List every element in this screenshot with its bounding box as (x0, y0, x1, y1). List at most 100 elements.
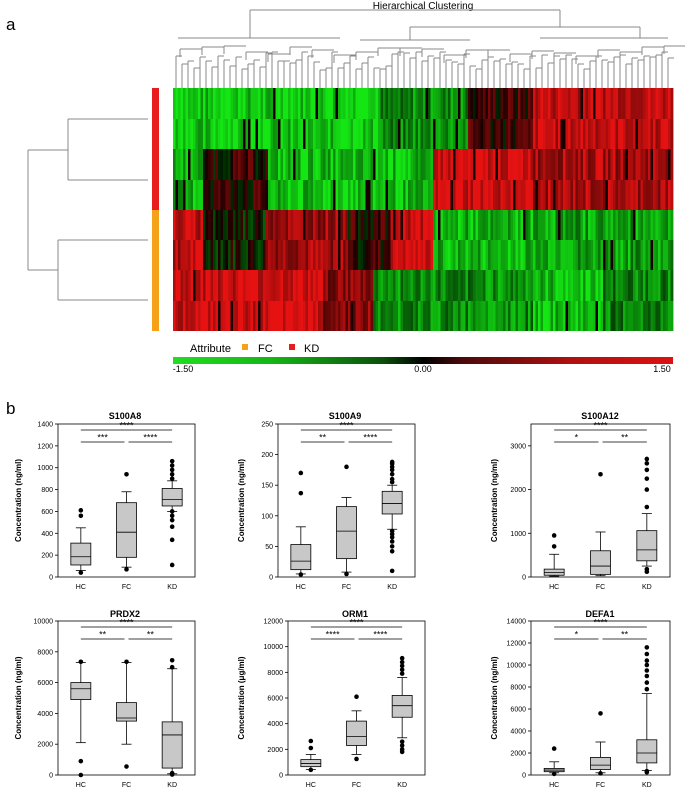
heatmap-cell (223, 119, 226, 149)
heatmap-cell (645, 119, 649, 149)
heatmap-cell (180, 270, 184, 301)
heatmap-cell (373, 301, 376, 331)
heatmap-cell (445, 270, 449, 301)
heatmap-cell (518, 149, 521, 180)
heatmap-cell (665, 180, 669, 210)
heatmap-cell (430, 210, 434, 240)
heatmap-cell (475, 180, 479, 210)
y-axis-label: Concentration (ng/ml) (490, 459, 499, 542)
heatmap-cell (508, 119, 511, 149)
heatmap-cell (360, 180, 364, 210)
heatmap-cell (540, 210, 544, 240)
heatmap-cell (453, 210, 456, 240)
heatmap-cell (298, 180, 301, 210)
heatmap-cell (388, 180, 391, 210)
heatmap-cell (445, 240, 449, 270)
heatmap-cell (218, 119, 221, 149)
heatmap-cell (478, 240, 481, 270)
heatmap-cell (205, 301, 209, 331)
heatmap-cell (410, 149, 414, 180)
heatmap-cell (490, 270, 494, 301)
heatmap-cell (590, 119, 594, 149)
heatmap-cell (263, 180, 266, 210)
heatmap-cell (553, 240, 556, 270)
heatmap-cell (298, 210, 301, 240)
heatmap-cell (580, 301, 584, 331)
outlier-point (644, 504, 650, 510)
heatmap-cell (498, 88, 501, 119)
heatmap-cell (460, 210, 464, 240)
heatmap-cell (418, 270, 421, 301)
heatmap-cell (200, 240, 204, 270)
heatmap-cell (255, 149, 259, 180)
heatmap-cell (580, 88, 584, 119)
heatmap-cell (183, 270, 186, 301)
heatmap-cell (443, 180, 446, 210)
heatmap-cell (543, 240, 546, 270)
heatmap-cell (403, 301, 406, 331)
heatmap-cell (565, 119, 569, 149)
heatmap-cell (248, 301, 251, 331)
heatmap-cell (663, 180, 666, 210)
heatmap-cell (203, 149, 206, 180)
colorbar: -1.50 0.00 1.50 (173, 357, 673, 374)
y-axis-label: Concentration (μg/ml) (237, 656, 246, 739)
significance-bracket: ** (300, 433, 345, 443)
heatmap-cell (323, 301, 326, 331)
heatmap-cell (560, 301, 564, 331)
heatmap-cell (403, 119, 406, 149)
heatmap-cell (603, 119, 606, 149)
significance-bracket: **** (300, 421, 393, 431)
heatmap-cell (235, 301, 239, 331)
heatmap-cell (520, 119, 524, 149)
heatmap-cell (468, 270, 471, 301)
heatmap-cell (225, 119, 229, 149)
heatmap-cell (288, 88, 291, 119)
outlier-point (389, 544, 395, 549)
heatmap-cell (228, 210, 231, 240)
heatmap-cell (308, 240, 311, 270)
heatmap-cell (465, 88, 469, 119)
heatmap-cell (443, 270, 446, 301)
heatmap-cell (455, 210, 459, 240)
outlier-point (598, 711, 603, 716)
heatmap-cell (645, 149, 649, 180)
heatmap-cell (313, 88, 316, 119)
heatmap-cell (243, 149, 246, 180)
heatmap-cell (530, 240, 534, 270)
heatmap-cell (218, 149, 221, 180)
outlier-point (169, 476, 175, 481)
heatmap-cell (393, 270, 396, 301)
heatmap-cell (480, 88, 484, 119)
heatmap-cell (240, 119, 244, 149)
heatmap-cell (553, 180, 556, 210)
iqr-box (636, 530, 658, 562)
heatmap-cell (393, 119, 396, 149)
heatmap-cell (423, 119, 426, 149)
heatmap-cell (325, 119, 329, 149)
heatmap-cell (455, 180, 459, 210)
heatmap-cell (193, 270, 196, 301)
heatmap-cell (453, 180, 456, 210)
heatmap-cell (220, 88, 224, 119)
heatmap-cell (560, 119, 564, 149)
heatmap-cell (620, 149, 624, 180)
outlier-point (124, 567, 129, 572)
heatmap-cell (443, 210, 446, 240)
heatmap-cell (375, 270, 379, 301)
heatmap-cell (310, 180, 314, 210)
heatmap-cell (353, 119, 356, 149)
heatmap-cell (195, 149, 199, 180)
x-tick-label: FC (596, 782, 605, 788)
heatmap-cell (475, 210, 479, 240)
heatmap-cell (638, 301, 641, 331)
heatmap-cell (550, 301, 554, 331)
heatmap-cell (390, 270, 394, 301)
heatmap-cell (495, 210, 499, 240)
heatmap-cell (283, 270, 286, 301)
heatmap-cell (520, 240, 524, 270)
heatmap-cell (313, 210, 316, 240)
heatmap-cell (613, 180, 616, 210)
heatmap-cell (245, 119, 249, 149)
x-tick-label: HC (306, 782, 316, 788)
